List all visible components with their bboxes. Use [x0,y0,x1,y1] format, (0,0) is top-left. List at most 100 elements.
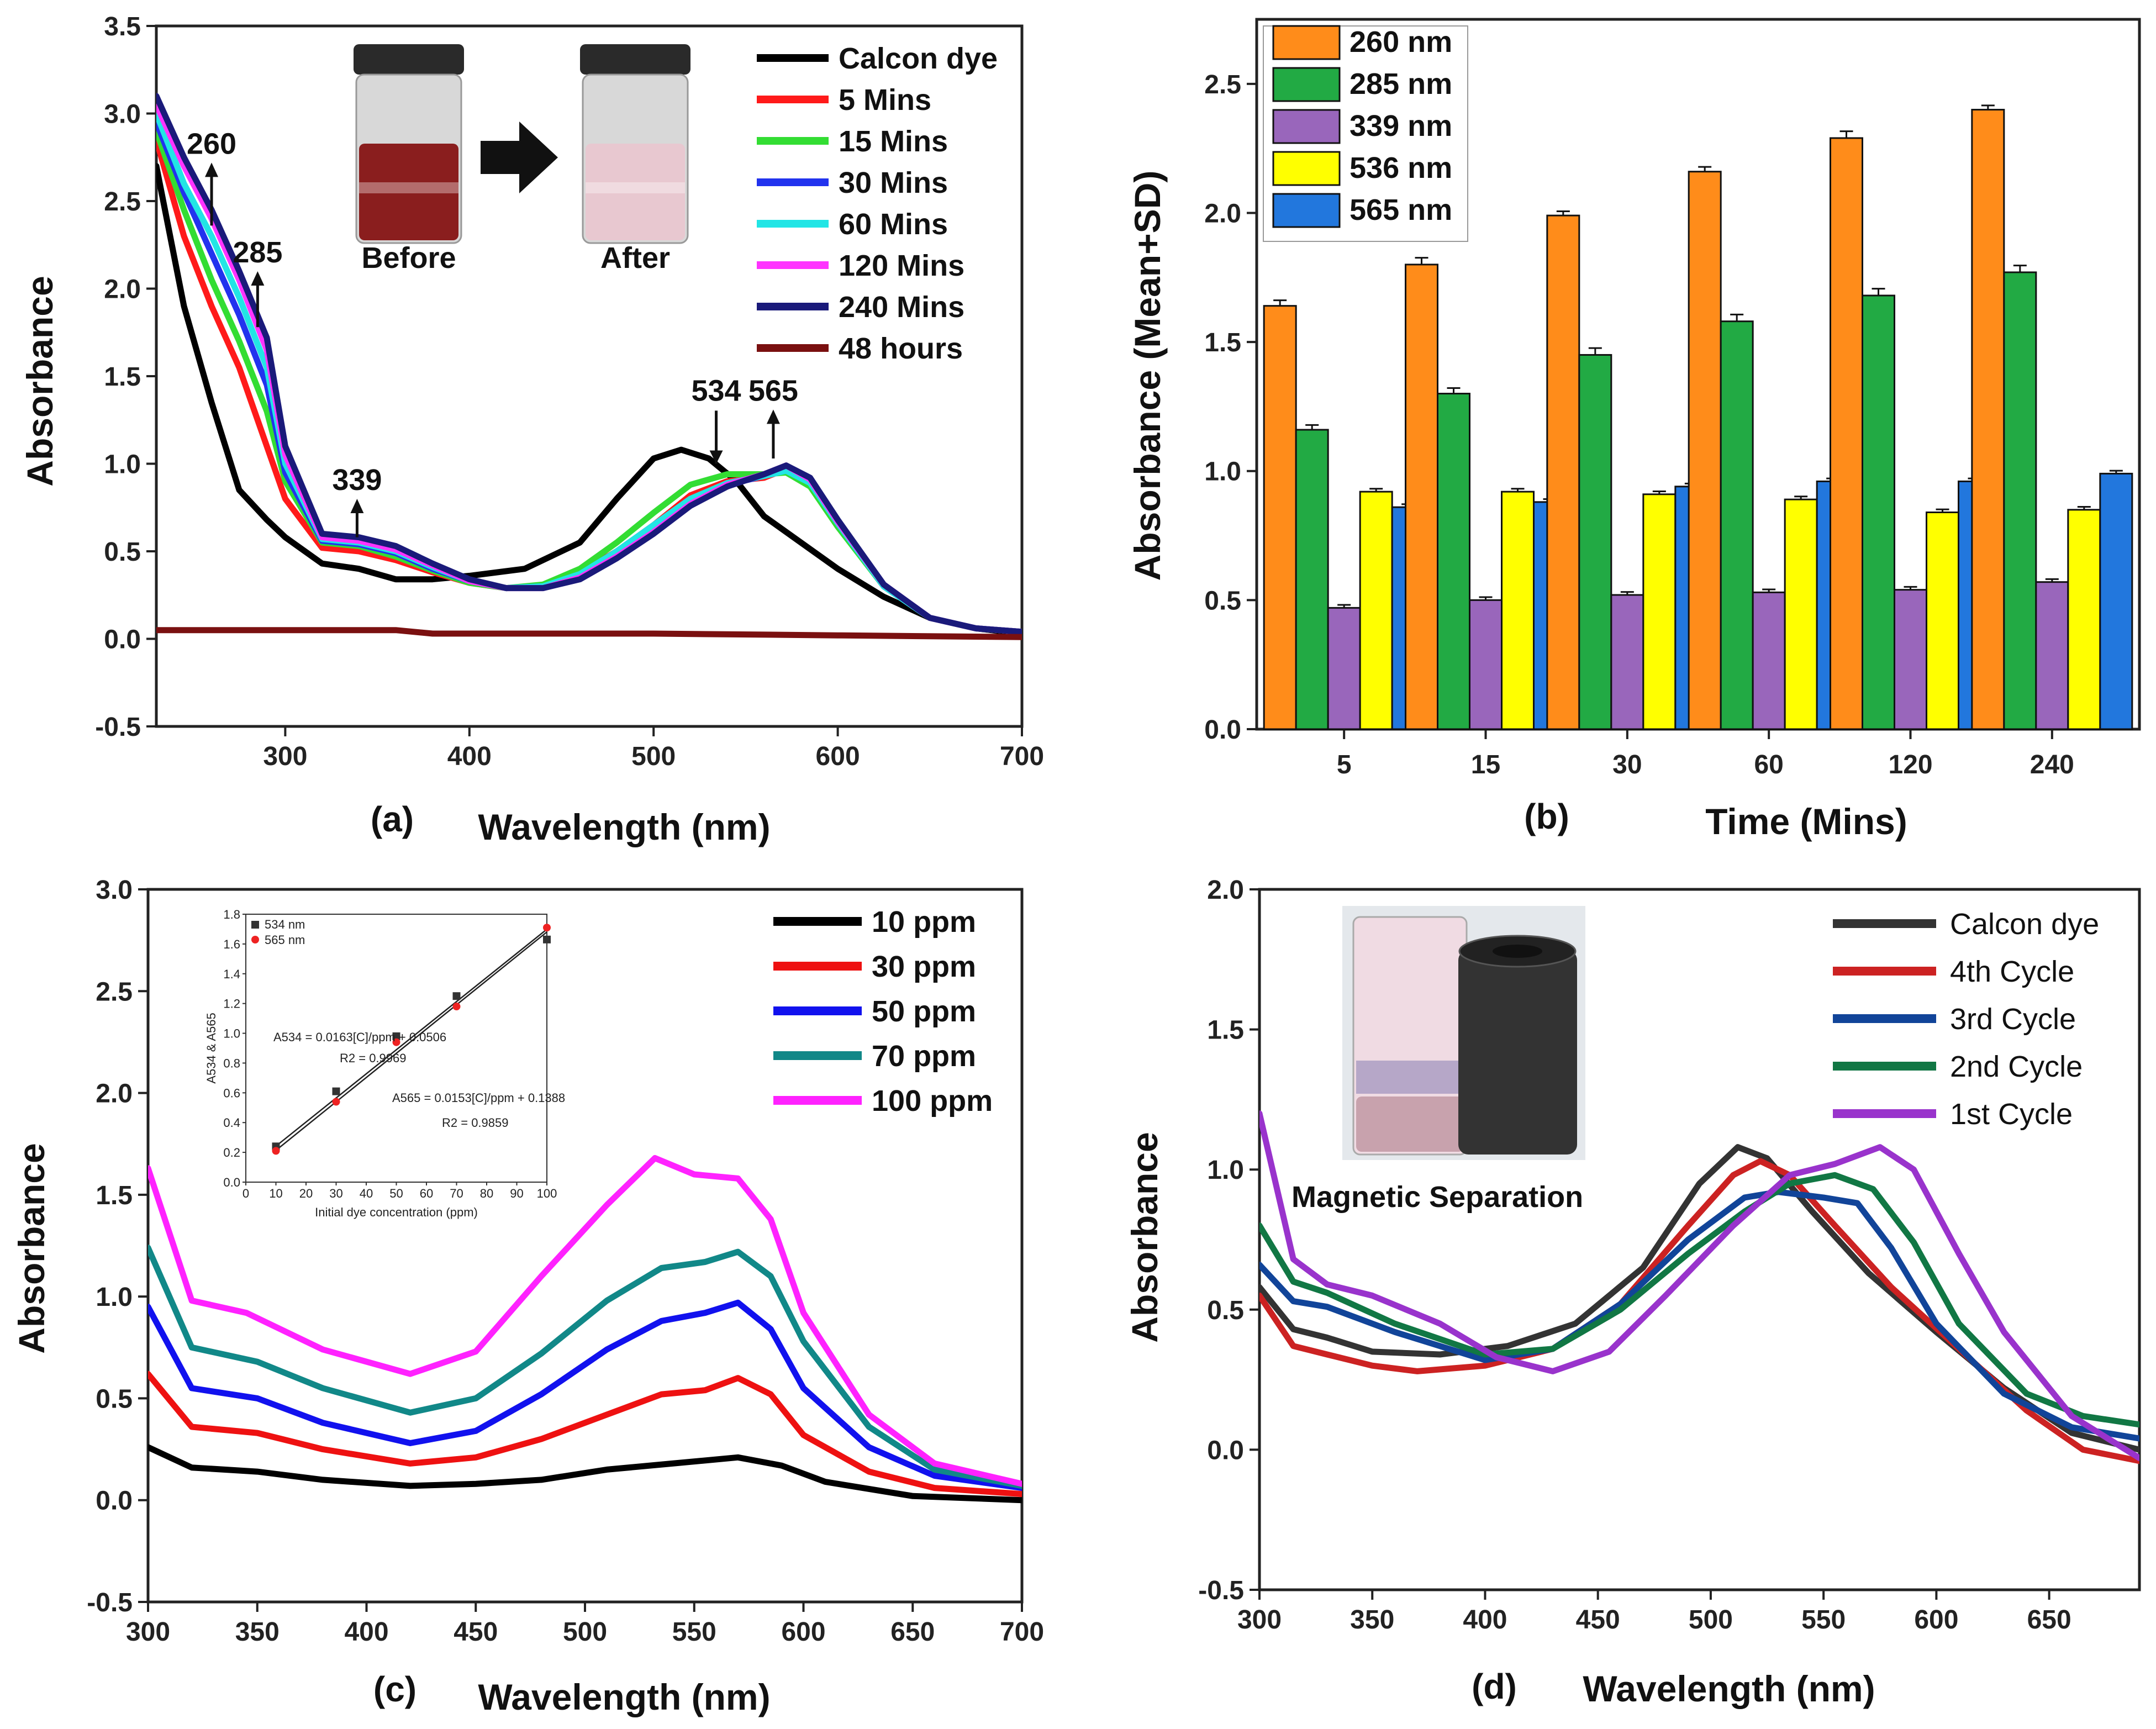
peak-label: 534 [691,374,741,407]
inset-x-tick-label: 100 [537,1187,557,1200]
bar [1327,607,1361,730]
inset-x-label: Initial dye concentration (ppm) [315,1205,478,1219]
inset-frame [245,914,547,1183]
legend-label: 3rd Cycle [1950,1003,2076,1036]
x-tick-label: 60 [1754,750,1783,779]
y-tick-label: 2.5 [1204,70,1241,99]
x-axis-label: Time (Mins) [1705,801,1907,842]
legend-label: 30 ppm [872,950,976,983]
x-tick-label: 500 [563,1617,607,1647]
legend-label: 30 Mins [839,166,948,199]
y-tick-label: 1.5 [1204,328,1241,357]
legend-label: 70 ppm [872,1040,976,1073]
bar [1830,137,1863,730]
inset-y-tick-label: 0.2 [223,1146,240,1159]
inset-y-tick-label: 1.0 [223,1027,240,1041]
y-tick-label: 1.0 [1207,1156,1244,1185]
bar [2003,271,2037,730]
inset-x-tick-label: 90 [510,1187,523,1200]
x-tick-label: 400 [447,742,492,771]
inset-point [272,1147,280,1155]
panel-label: (b) [1524,797,1569,836]
legend-label: 60 Mins [839,208,948,241]
x-tick-label: 300 [263,742,307,771]
inset-y-tick-label: 0.0 [223,1175,240,1189]
magnet-hole [1493,945,1542,958]
y-tick-label: 0.0 [96,1486,133,1516]
inset-y-label: A534 & A565 [204,1013,218,1083]
x-tick-label: 240 [2030,750,2074,779]
inset-legend-label: 534 nm [265,918,305,931]
panel-label: (c) [373,1669,417,1709]
peak-label: 260 [187,127,236,160]
vial-cap [354,44,464,75]
x-tick-label: 650 [890,1617,935,1647]
y-tick-label: 2.5 [104,187,141,217]
y-tick-label: -0.5 [1198,1576,1244,1605]
y-tick-label: 0.5 [104,537,141,567]
inset-y-tick-label: 1.6 [223,937,240,951]
y-tick-label: -0.5 [95,713,141,742]
y-tick-label: 1.0 [96,1283,133,1312]
panel-a: 300 400 500 600 700 -0.5 0.0 0.5 1.0 1.5 2.0 2.5 3.0… [19,12,1044,847]
x-tick-label: 450 [454,1617,498,1647]
inset-point [332,1087,340,1095]
inset-y-tick-label: 0.8 [223,1056,240,1070]
bar [2035,581,2069,730]
x-tick-label: 550 [672,1617,716,1647]
y-tick-label: 1.5 [96,1181,133,1210]
x-axis-label: Wavelength (nm) [478,806,770,847]
y-axis-label: Absorbance (Mean+SD) [1127,171,1168,581]
bar [1894,589,1927,730]
peak-arrowhead [251,271,265,286]
x-tick-label: 120 [1888,750,1932,779]
x-tick-label: 700 [1000,742,1044,771]
inset-x-tick-label: 20 [299,1187,313,1200]
legend-label: Calcon dye [1950,908,2099,941]
y-tick-label: 0.5 [1207,1296,1244,1325]
legend-swatch [1272,67,1341,102]
legend-label: 2nd Cycle [1950,1050,2083,1083]
inset-x-tick-label: 80 [480,1187,493,1200]
series-line [148,1444,1022,1504]
y-tick-label: 1.0 [104,450,141,479]
y-tick-label: 1.0 [1204,457,1241,487]
series-line [1259,1110,2139,1462]
legend-label: 48 hours [839,332,963,365]
inset-point [332,1098,340,1106]
series-lines [156,93,1022,640]
legend: Calcon dye 4th Cycle 3rd Cycle 2nd Cycle 1st… [1833,908,2099,1131]
y-tick-label: 2.0 [96,1079,133,1109]
vial-liquid [586,144,685,240]
legend-label: 536 nm [1350,151,1452,185]
x-tick-label: 5 [1337,750,1352,779]
series-line [148,1245,1022,1489]
x-tick-label: 350 [235,1617,280,1647]
legend-label: 260 nm [1350,25,1452,59]
y-axis-label: Absorbance [11,1143,52,1353]
y-tick-label: 0.0 [104,625,141,655]
legend-label: 1st Cycle [1950,1098,2073,1131]
series-lines [1259,1110,2139,1464]
peak-arrowhead [766,409,780,424]
inset-r2: R2 = 0.9969 [340,1051,406,1065]
legend-swatch [1272,109,1341,144]
x-tick-label: 700 [1000,1617,1044,1647]
y-tick-label: 1.5 [104,362,141,392]
bar [1437,393,1470,730]
bar [2099,472,2133,730]
inset-y-tick-label: 0.4 [223,1116,240,1130]
calibration-inset: 0 10 20 30 40 50 60 70 80 90 100 0.0 0.2 0.4 0.6 0.8 1.0… [204,908,565,1219]
magnet-photo-inset: Magnetic Separation [1292,906,1585,1214]
legend-label: 240 Mins [839,291,964,324]
panel-label: (d) [1472,1667,1517,1706]
inset-x-tick-label: 70 [450,1187,463,1200]
legend: 10 ppm 30 ppm 50 ppm 70 ppm 100 ppm [773,905,993,1117]
bar [1688,171,1722,730]
legend-label: 339 nm [1350,109,1452,143]
series-line [148,1155,1022,1487]
inset-point [392,1032,400,1040]
legend-label: 10 ppm [872,905,976,939]
legend-label: 120 Mins [839,249,964,282]
